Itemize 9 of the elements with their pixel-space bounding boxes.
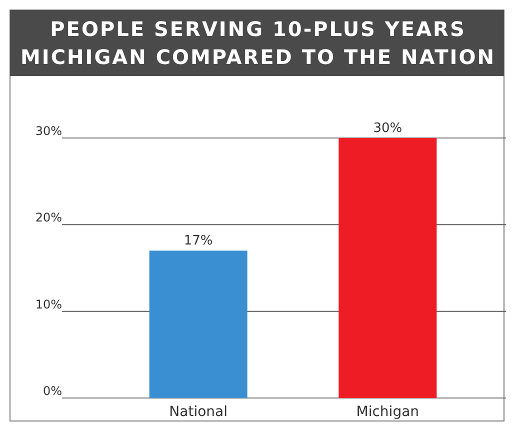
- y-tick-label: 10%: [35, 297, 62, 312]
- chart-title: PEOPLE SERVING 10-PLUS YEARS MICHIGAN COMPARED TO THE NATION: [20, 17, 496, 69]
- y-tick-label: 20%: [35, 210, 62, 225]
- data-label: 17%: [184, 234, 213, 249]
- y-tick-label: 0%: [42, 384, 62, 398]
- x-tick-label: Michigan: [356, 404, 420, 420]
- y-tick-label: 30%: [35, 124, 62, 138]
- x-tick-label: National: [169, 404, 228, 420]
- data-label: 30%: [373, 121, 402, 136]
